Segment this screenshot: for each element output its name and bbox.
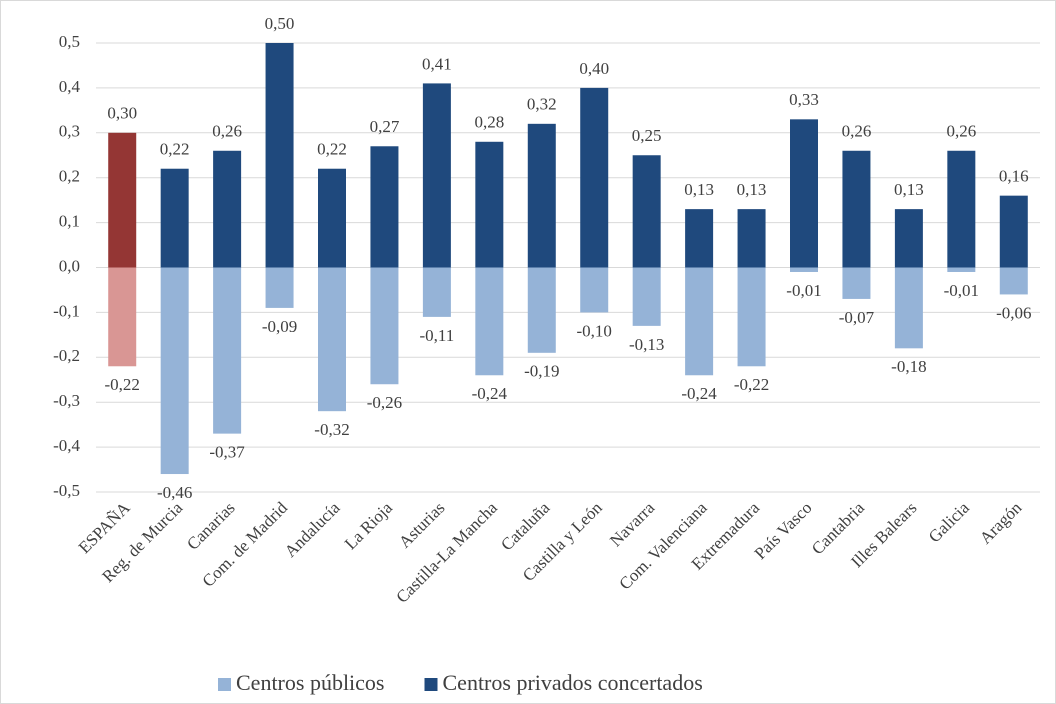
bar: [422, 83, 451, 268]
y-tick-label: -0,4: [53, 436, 80, 455]
data-label: -0,13: [629, 335, 664, 354]
data-label: 0,50: [265, 14, 295, 33]
bar: [894, 209, 923, 268]
data-label: 0,22: [160, 140, 190, 159]
bar: [632, 267, 661, 326]
bar: [737, 209, 766, 268]
data-label: -0,01: [786, 281, 821, 300]
data-label: -0,11: [419, 326, 454, 345]
data-label: -0,18: [891, 357, 926, 376]
data-label: 0,13: [737, 180, 767, 199]
bar: [160, 168, 189, 268]
bar: [108, 267, 137, 367]
y-tick-label: 0,3: [59, 122, 80, 141]
data-label: -0,10: [577, 321, 612, 340]
data-label: -0,07: [839, 308, 875, 327]
legend-label: Centros públicos: [236, 670, 385, 695]
bar: [318, 168, 346, 268]
bar: [318, 267, 346, 412]
data-label: -0,22: [105, 375, 140, 394]
bar: [213, 267, 242, 434]
bar: [999, 267, 1028, 295]
data-label: 0,40: [579, 59, 609, 78]
y-tick-label: 0,4: [59, 77, 81, 96]
data-label: 0,16: [999, 167, 1029, 186]
data-label: -0,37: [209, 443, 245, 462]
y-tick-label: 0,1: [59, 212, 80, 231]
bar: [265, 43, 294, 268]
bar: [370, 146, 399, 268]
bar: [160, 267, 189, 475]
bar: [475, 267, 504, 376]
legend-label: Centros privados concertados: [443, 670, 703, 695]
legend-swatch: [218, 678, 231, 691]
data-label: -0,01: [944, 281, 979, 300]
bar: [685, 267, 714, 376]
y-tick-label: -0,2: [53, 346, 80, 365]
y-tick-label: -0,5: [53, 481, 80, 500]
data-label: -0,46: [157, 483, 192, 502]
data-label: 0,26: [842, 122, 872, 141]
data-label: 0,27: [370, 117, 400, 136]
bar: [265, 267, 294, 308]
bar: [580, 267, 609, 313]
data-label: 0,30: [107, 104, 137, 123]
data-label: 0,25: [632, 126, 662, 145]
bar: [580, 87, 609, 268]
data-label: -0,32: [314, 420, 349, 439]
bar: [947, 150, 976, 268]
data-label: -0,24: [472, 384, 508, 403]
bar: [422, 267, 451, 317]
data-label: 0,13: [684, 180, 714, 199]
bar: [842, 267, 871, 299]
data-label: 0,26: [212, 122, 242, 141]
bar: [213, 150, 242, 268]
data-label: -0,22: [734, 375, 769, 394]
bar: [475, 141, 504, 268]
data-label: -0,26: [367, 393, 402, 412]
bar: [790, 119, 818, 268]
data-label: -0,09: [262, 317, 297, 336]
y-tick-label: -0,1: [53, 301, 80, 320]
data-label: -0,24: [681, 384, 717, 403]
bar: [632, 155, 661, 268]
data-label: -0,19: [524, 362, 559, 381]
legend-swatch: [424, 678, 438, 691]
data-label: 0,41: [422, 54, 452, 73]
y-tick-label: -0,3: [53, 391, 80, 410]
data-label: 0,22: [317, 140, 347, 159]
bar: [370, 267, 399, 385]
bar: [527, 267, 556, 353]
bar: [947, 267, 976, 272]
data-label: 0,33: [789, 90, 819, 109]
bar: [527, 123, 556, 268]
y-tick-label: 0,0: [59, 256, 80, 275]
bar: [737, 267, 766, 367]
bar: [842, 150, 871, 268]
bar: [894, 267, 923, 349]
data-label: 0,26: [946, 122, 976, 141]
bar: [790, 267, 818, 272]
data-label: 0,13: [894, 180, 924, 199]
data-label: 0,32: [527, 95, 557, 114]
y-tick-label: 0,5: [59, 32, 80, 51]
bar: [999, 195, 1028, 268]
y-tick-label: 0,2: [59, 167, 80, 186]
data-label: 0,28: [474, 113, 504, 132]
data-label: -0,06: [996, 303, 1031, 322]
bar: [108, 132, 137, 268]
bar: [685, 209, 714, 268]
